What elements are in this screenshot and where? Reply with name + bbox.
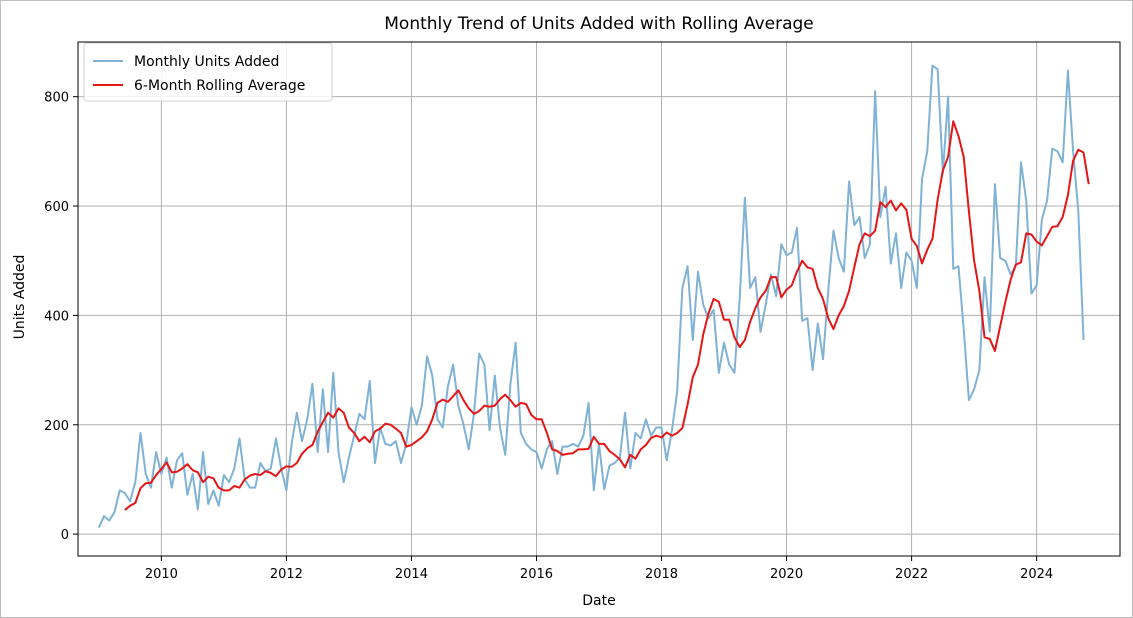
legend-entry: 6-Month Rolling Average bbox=[134, 78, 305, 94]
x-tick-label: 2014 bbox=[395, 567, 428, 582]
x-tick-label: 2024 bbox=[1020, 567, 1053, 582]
monthly-units-line bbox=[97, 64, 1085, 528]
legend-box bbox=[83, 42, 333, 102]
x-tick-label: 2012 bbox=[270, 567, 303, 582]
gridlines bbox=[78, 42, 1120, 556]
x-axis-label: Date bbox=[582, 593, 615, 609]
x-tick-label: 2022 bbox=[895, 567, 928, 582]
x-tick-label: 2018 bbox=[645, 567, 678, 582]
y-tick-label: 0 bbox=[61, 528, 69, 543]
series-layer bbox=[97, 64, 1090, 528]
chart-title: Monthly Trend of Units Added with Rollin… bbox=[384, 14, 814, 34]
y-axis-label: Units Added bbox=[12, 255, 28, 340]
x-tick-label: 2020 bbox=[770, 567, 803, 582]
legend-entry: Monthly Units Added bbox=[134, 54, 279, 70]
y-tick-label: 800 bbox=[44, 91, 69, 106]
y-tick-label: 600 bbox=[44, 200, 69, 215]
rolling-average-line bbox=[124, 120, 1090, 511]
y-tick-label: 200 bbox=[44, 419, 69, 434]
x-tick-label: 2010 bbox=[145, 567, 178, 582]
legend: Monthly Units Added 6-Month Rolling Avera… bbox=[83, 42, 333, 102]
plot-area bbox=[77, 41, 1121, 557]
y-axis: 0 200 400 600 800 bbox=[44, 91, 78, 543]
y-tick-label: 400 bbox=[44, 309, 69, 324]
x-tick-label: 2016 bbox=[520, 567, 553, 582]
x-axis: 2010 2012 2014 2016 2018 2020 2022 2024 bbox=[145, 556, 1053, 582]
